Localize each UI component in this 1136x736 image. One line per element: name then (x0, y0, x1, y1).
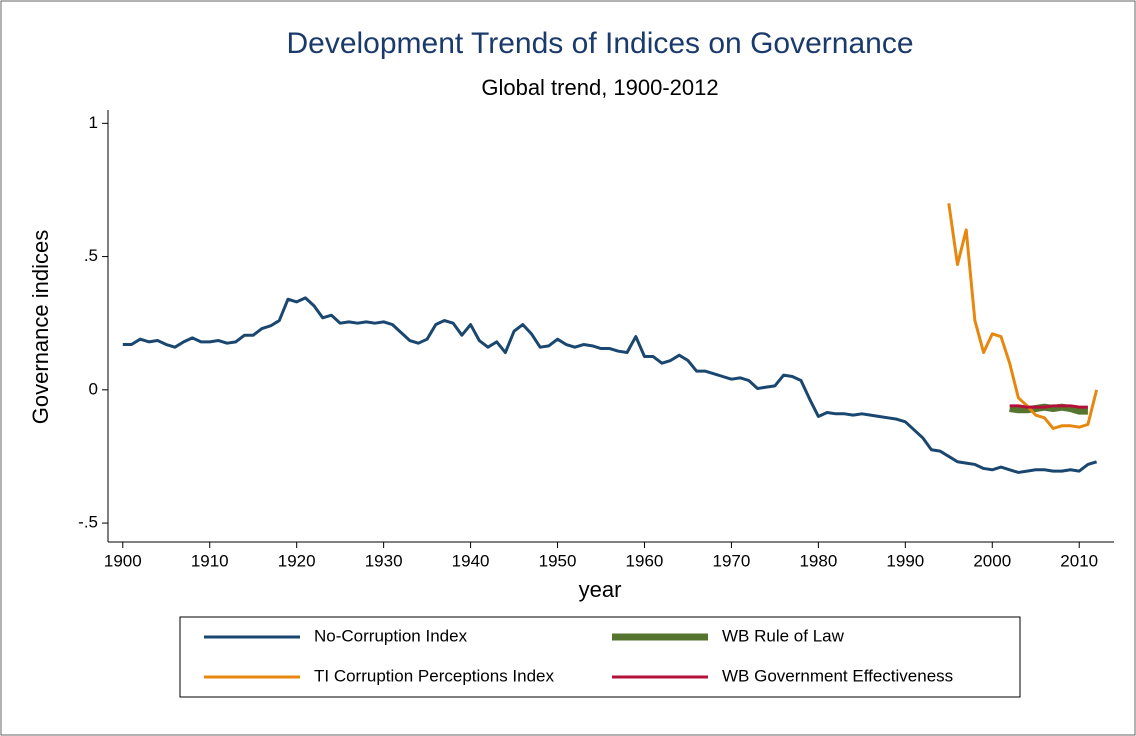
x-tick-label: 2000 (973, 551, 1011, 570)
x-tick-label: 1920 (278, 551, 316, 570)
x-axis-title: year (579, 577, 622, 602)
y-tick-label: .5 (84, 246, 98, 265)
chart-title: Development Trends of Indices on Governa… (286, 27, 913, 60)
x-tick-label: 1910 (191, 551, 229, 570)
x-tick-label: 1970 (713, 551, 751, 570)
y-tick-label: -.5 (78, 513, 98, 532)
series-line (122, 296, 1098, 474)
y-tick-label: 1 (89, 113, 98, 132)
x-tick-label: 2010 (1060, 551, 1098, 570)
legend-box (179, 616, 1021, 698)
x-tick-label: 1990 (886, 551, 924, 570)
legend-label: WB Rule of Law (722, 626, 845, 645)
y-axis-title: Governance indices (28, 230, 53, 424)
y-tick-label: 0 (89, 379, 98, 398)
legend-label: No-Corruption Index (314, 626, 468, 645)
legend-label: WB Government Effectiveness (722, 666, 953, 685)
series-line (1009, 404, 1088, 409)
x-tick-label: 1930 (365, 551, 403, 570)
series-line (947, 203, 1099, 430)
x-tick-label: 1980 (799, 551, 837, 570)
legend-label: TI Corruption Perceptions Index (314, 666, 555, 685)
x-tick-label: 1950 (539, 551, 577, 570)
x-tick-label: 1960 (626, 551, 664, 570)
x-tick-label: 1940 (452, 551, 490, 570)
x-tick-label: 1900 (104, 551, 142, 570)
chart-subtitle: Global trend, 1900-2012 (481, 75, 718, 100)
